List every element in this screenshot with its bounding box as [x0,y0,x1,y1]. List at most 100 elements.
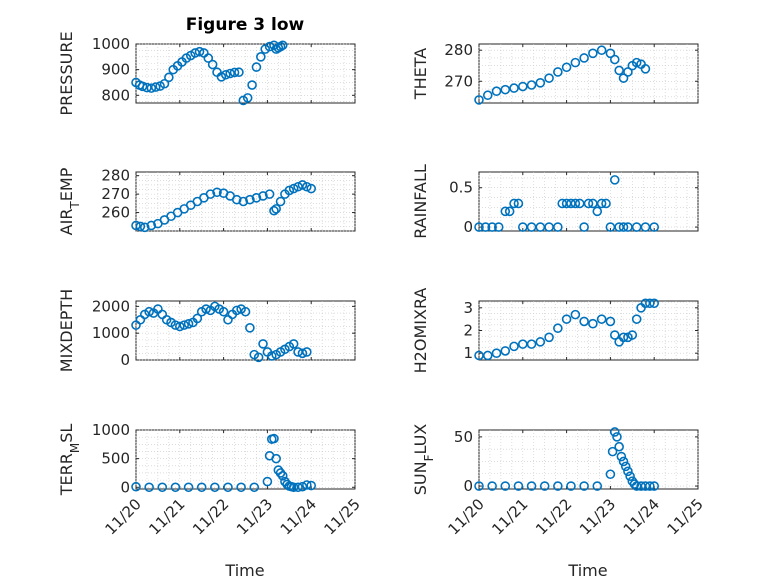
data-point [614,441,624,452]
data-point [196,482,207,493]
x-tick-label: 11/22 [532,495,575,538]
data-point [487,222,497,232]
data-point [605,469,616,480]
data-point [504,206,515,217]
y-axis-label: H2OMIXRA [411,288,430,374]
y-axis-label: MIXDEPTH [57,289,76,372]
y-tick-label: 50 [454,428,473,446]
data-point [588,318,598,329]
y-tick-label: 800 [101,86,130,104]
data-point [500,481,511,491]
y-tick-label: 0 [463,477,473,495]
y-axis-label: AIRTEMP [57,167,82,235]
y-tick-label: 0 [120,478,130,496]
x-tick-label: 11/20 [445,495,488,538]
data-point [238,196,249,207]
data-point [500,346,511,356]
data-point [553,323,563,334]
data-point [526,481,537,491]
data-point [609,175,620,185]
data-point [553,67,563,77]
data-point [579,53,589,63]
data-point [623,466,633,477]
data-point [251,193,262,203]
data-point [144,482,154,493]
y-tick-label: 270 [444,72,473,90]
y-tick-label: 1000 [92,35,130,53]
plot-pressure: 800 900 1000 PRESSURE [57,31,356,116]
data-point [535,78,546,88]
data-point [231,194,242,205]
y-tick-label: 900 [101,61,130,79]
data-point [596,314,607,324]
data-point [570,198,581,209]
data-point [135,221,146,232]
data-point [247,80,257,90]
data-point [302,480,312,490]
data-point [596,45,607,56]
data-point [526,339,537,349]
x-tick-label: 11/23 [233,495,276,538]
data-point [203,53,214,63]
plot-mixdepth: 0 1000 2000 MIXDEPTH [57,289,356,372]
data-point [277,471,288,481]
x-tick-label: 11/23 [576,495,619,538]
plot-h2omixra: 1 2 3 H2OMIXRA [411,288,699,374]
data-point [271,204,281,214]
plot-theta: 270 280 THETA [411,41,699,105]
data-point [579,481,589,491]
data-point [201,304,211,314]
plot-terr-msl: 0 500 1000 11/20 11/21 11/22 11/23 11/24 11/25 TE… [57,421,364,538]
data-point [146,220,157,231]
y-tick-label: 0 [463,218,473,236]
data-point [509,83,519,93]
y-tick-label: 1000 [92,324,130,342]
data-point [570,309,581,320]
data-point [207,59,218,70]
data-point [553,222,563,232]
y-tick-label: 1000 [92,421,130,439]
plot-sun-flux: 0 50 11/20 11/21 11/22 11/23 11/24 11/25 SUNFLUX [411,424,707,539]
data-point [649,481,660,491]
data-point [258,191,268,201]
data-point [474,222,484,232]
data-point [231,305,242,316]
data-point [588,48,598,59]
data-point [131,481,141,492]
data-point [487,481,497,491]
data-point [131,220,141,231]
data-point [526,80,537,90]
data-point [258,339,268,349]
data-point [205,189,216,199]
y-axis-label: TERRMSL [57,424,82,497]
data-point [266,351,277,361]
x-tick-label: 11/24 [620,495,663,538]
data-point [627,330,638,340]
data-point [566,481,576,491]
data-point [645,298,655,309]
data-point [618,332,629,343]
y-tick-label: 3 [463,299,473,317]
data-point [618,222,629,232]
data-point [474,95,484,105]
data-point [288,183,299,194]
data-point [225,68,235,79]
y-tick-label: 2 [463,322,473,340]
data-point [509,341,519,352]
data-point [618,73,629,83]
data-point [623,67,633,77]
x-tick-label: 11/22 [189,495,232,538]
data-point [609,54,620,65]
data-point [517,81,528,92]
data-point [513,481,524,491]
data-point [482,350,493,361]
data-point [297,348,308,359]
data-point [249,482,260,493]
data-point [645,481,655,491]
data-point [170,482,181,493]
y-tick-label: 2000 [92,297,130,315]
data-point [220,69,231,80]
data-point [157,482,168,493]
